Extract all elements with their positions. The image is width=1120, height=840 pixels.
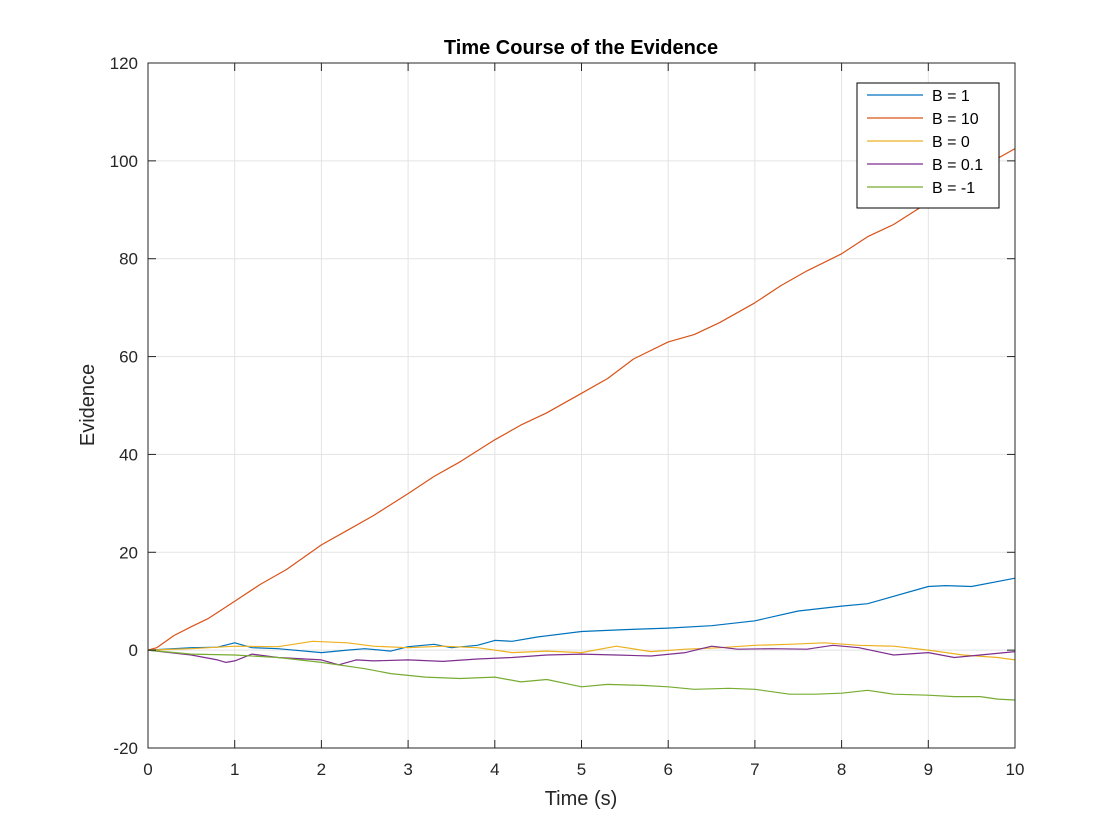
y-tick-label: 20	[119, 543, 138, 562]
x-tick-label: 0	[143, 760, 152, 779]
series-line	[147, 640, 1016, 661]
ticks: 0 1 2 3 4 5 6 7 8 9 10 -20 0 20 40 60 80 100 120	[110, 54, 1025, 779]
x-tick-label: 5	[577, 760, 586, 779]
series-line	[147, 644, 1016, 666]
x-tick-label: 8	[837, 760, 846, 779]
y-axis-label: Evidence	[77, 364, 99, 446]
y-tick-label: 40	[119, 445, 138, 464]
chart-title: Time Course of the Evidence	[444, 37, 718, 59]
legend-label: B = 0.1	[932, 157, 983, 174]
x-tick-label: 1	[230, 760, 239, 779]
x-tick-label: 2	[317, 760, 326, 779]
series-line	[147, 577, 1016, 654]
legend-label: B = 10	[932, 111, 979, 128]
series-line	[147, 148, 1016, 651]
x-tick-label: 10	[1006, 760, 1025, 779]
x-tick-label: 9	[924, 760, 933, 779]
x-axis-label: Time (s)	[545, 788, 618, 810]
x-tick-label: 3	[403, 760, 412, 779]
x-tick-label: 4	[490, 760, 499, 779]
legend: B = 1 B = 10 B = 0 B = 0.1 B = -1	[856, 82, 1000, 209]
series-layer	[147, 148, 1016, 701]
y-tick-label: 0	[129, 641, 138, 660]
legend-label: B = -1	[932, 180, 975, 197]
y-tick-label: 100	[110, 152, 138, 171]
x-tick-label: 6	[663, 760, 672, 779]
y-tick-label: 60	[119, 348, 138, 367]
legend-label: B = 0	[932, 134, 970, 151]
x-tick-label: 7	[750, 760, 759, 779]
legend-label: B = 1	[932, 88, 970, 105]
legend-box	[856, 82, 1000, 209]
series-line	[147, 649, 1016, 701]
y-tick-label: 80	[119, 250, 138, 269]
y-tick-label: 120	[110, 54, 138, 73]
y-tick-label: -20	[113, 739, 138, 758]
